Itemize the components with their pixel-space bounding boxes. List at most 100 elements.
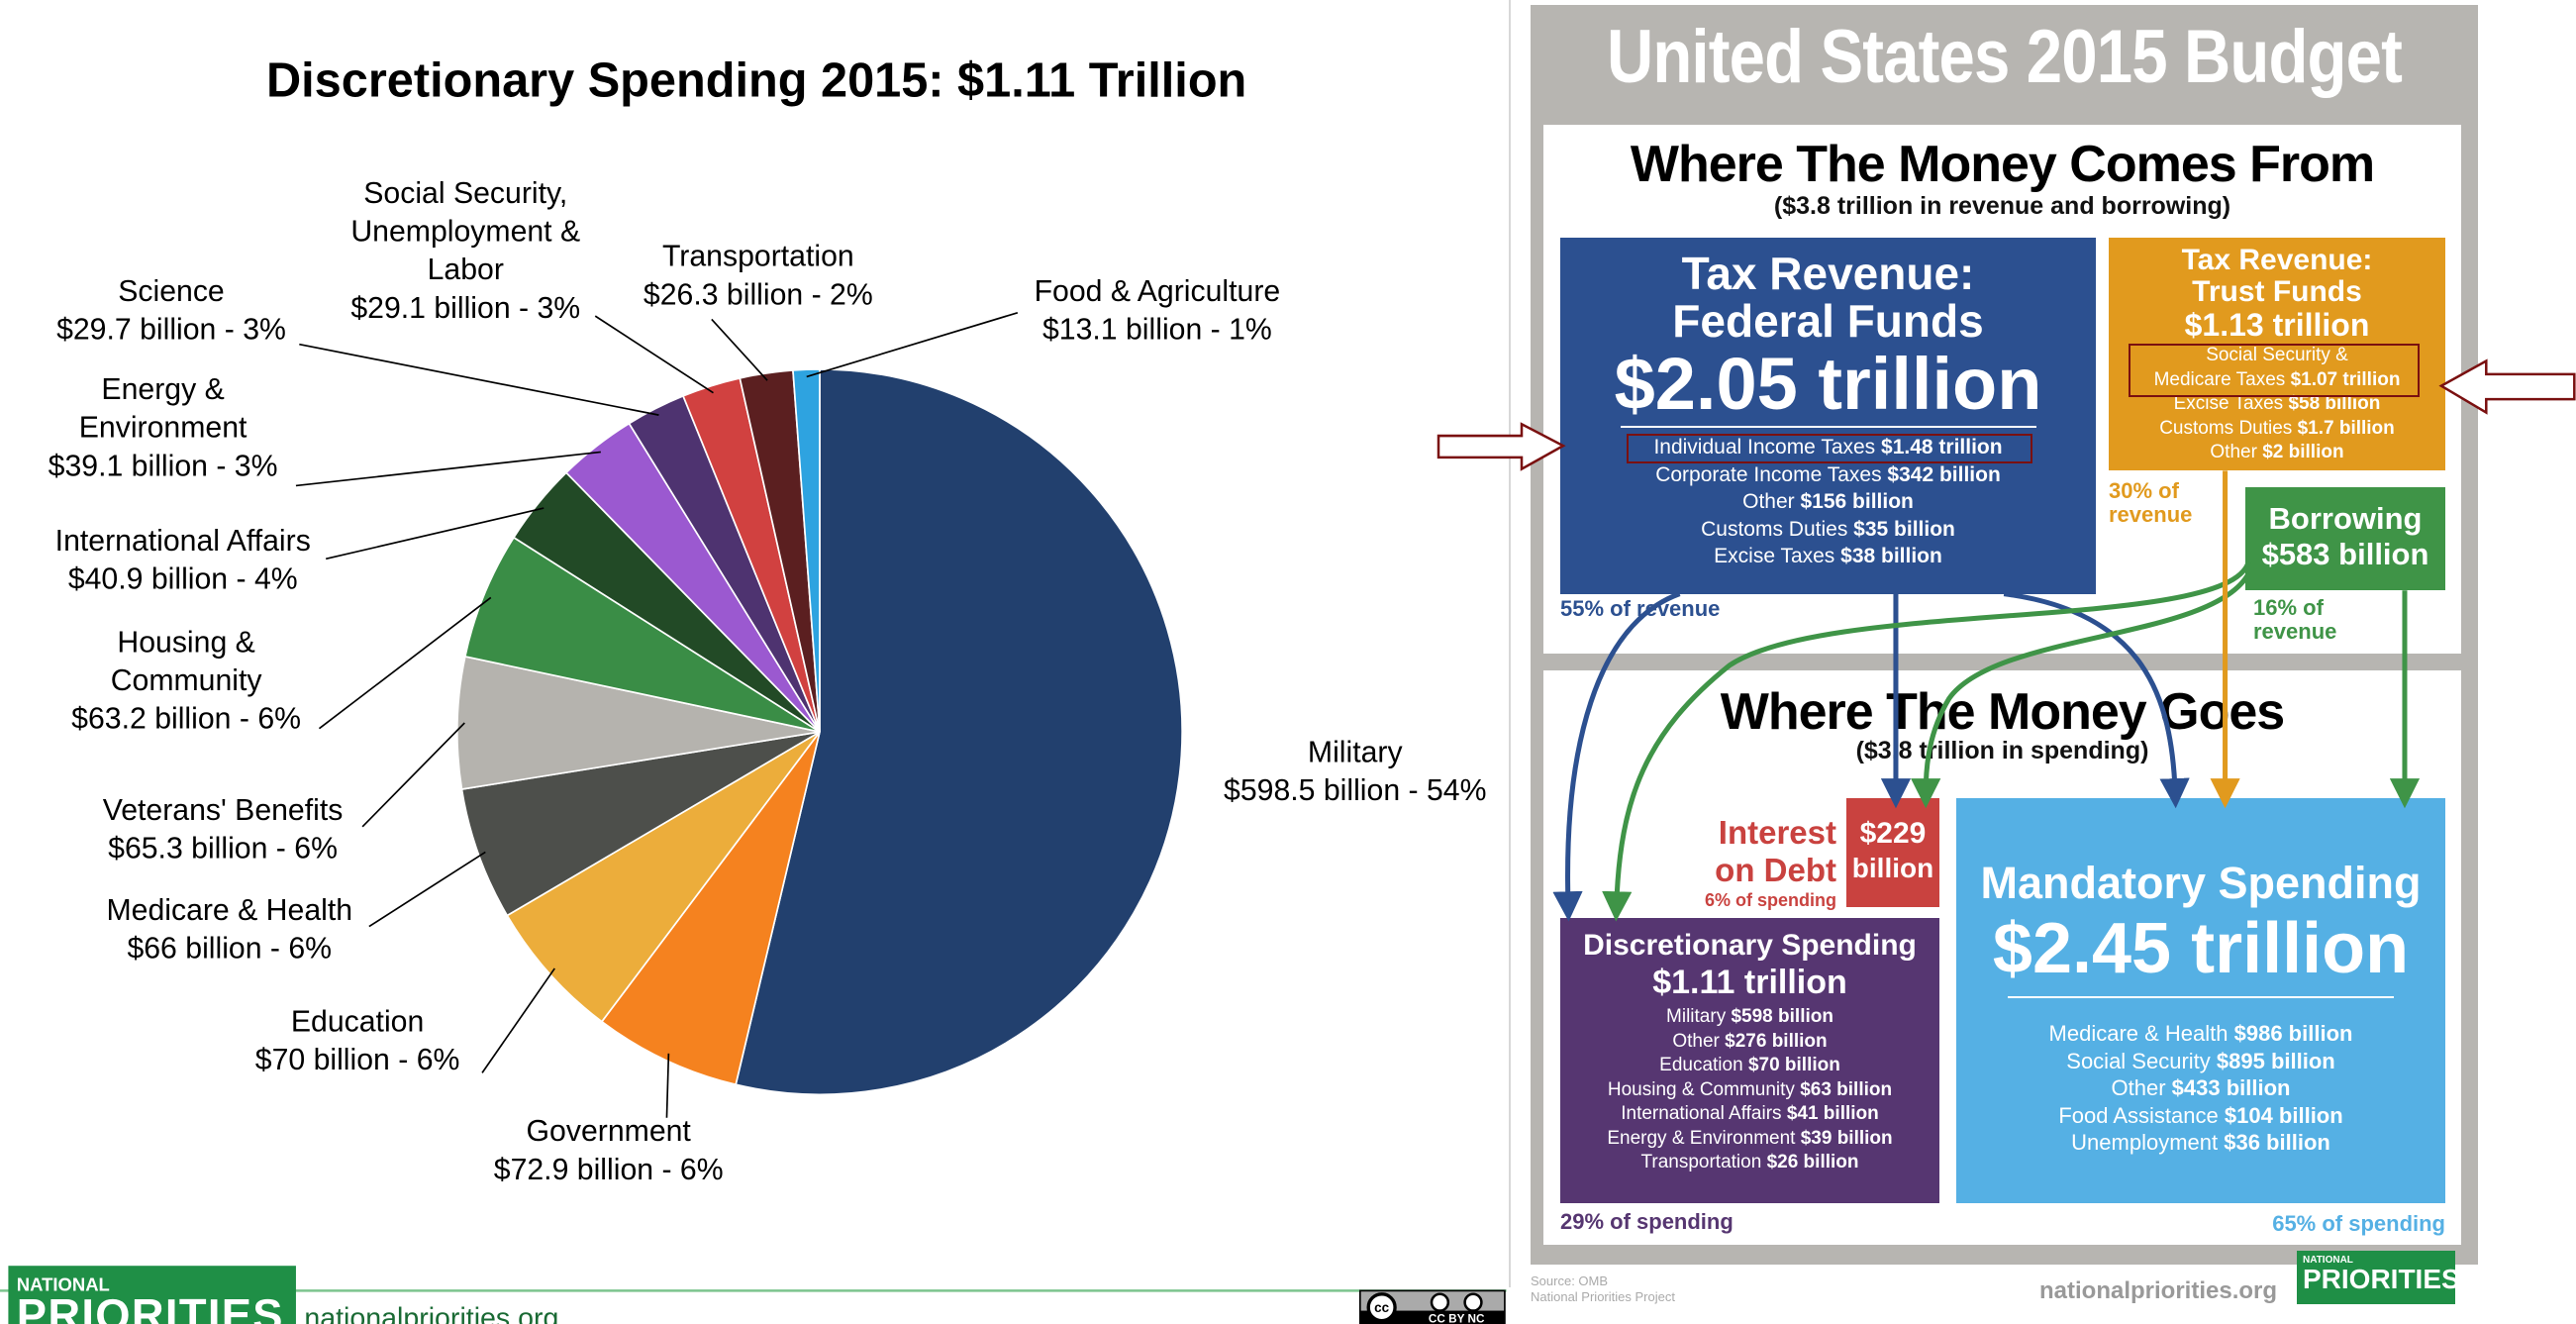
footer-site-link[interactable]: nationalpriorities.org xyxy=(304,1302,558,1324)
line-item: Education $70 billion xyxy=(1560,1054,1939,1078)
pie-chart: Discretionary Spending 2015: $1.11 Trill… xyxy=(0,53,1507,1324)
license-text: CC BY NC xyxy=(1429,1312,1485,1324)
goes-subheading: ($3.8 trillion in spending) xyxy=(1855,737,2149,764)
goes-heading: Where The Money Goes xyxy=(1720,683,2285,741)
trust-title-1: Tax Revenue: xyxy=(2181,244,2373,276)
item-label: Other xyxy=(1672,1030,1726,1052)
discretionary-amount: $1.11 trillion xyxy=(1652,964,1847,1001)
slice-label-line: $26.3 billion - 2% xyxy=(644,278,873,311)
npp-logo: NATIONAL PRIORITIES xyxy=(8,1266,296,1324)
trust-share: 30% of revenue xyxy=(2109,478,2193,527)
discretionary-share: 29% of spending xyxy=(1560,1209,1734,1234)
slice-label: Education $70 billion - 6% xyxy=(255,1005,460,1076)
pie-slice xyxy=(600,731,821,1086)
item-label: Individual Income Taxes xyxy=(1653,436,1882,458)
pie-slice xyxy=(735,368,1183,1095)
line-item: Transportation $26 billion xyxy=(1560,1151,1939,1175)
item-label: Excise Taxes xyxy=(2173,393,2289,414)
slice-label: Veterans' Benefits $65.3 billion - 6% xyxy=(103,794,344,866)
item-amount: $2 billion xyxy=(2262,442,2344,462)
line-item: Social Security & xyxy=(2109,344,2445,368)
slice-label: Military $598.5 billion - 54% xyxy=(1224,736,1486,807)
item-label: Other xyxy=(1742,490,1801,513)
slice-label-line: Military xyxy=(1308,736,1404,768)
highlight-box-individual-income xyxy=(1627,434,2032,463)
slice-label-line: $13.1 billion - 1% xyxy=(1042,314,1272,347)
npp-logo-right: NATIONAL PRIORITIES xyxy=(2297,1251,2460,1304)
line-item: Customs Duties $35 billion xyxy=(1560,516,2096,544)
leader-line xyxy=(711,318,768,381)
item-label: Social Security & xyxy=(2206,345,2348,365)
federal-funds-box: Tax Revenue: Federal Funds $2.05 trillio… xyxy=(1560,238,2096,594)
mandatory-amount: $2.45 trillion xyxy=(1992,909,2410,988)
item-label: Transportation xyxy=(1640,1152,1767,1172)
item-amount: $58 billion xyxy=(2288,393,2381,414)
item-label: Energy & Environment xyxy=(1607,1127,1801,1149)
slice-label-line: Government xyxy=(527,1115,692,1148)
slice-label: International Affairs $40.9 billion - 4% xyxy=(55,525,311,596)
item-amount: $35 billion xyxy=(1853,517,1955,541)
borrowing-share: 16% of revenue xyxy=(2253,595,2337,644)
trust-amount: $1.13 trillion xyxy=(2184,307,2370,343)
item-label: Medicare & Health xyxy=(2048,1021,2234,1046)
chart-title: Discretionary Spending 2015: $1.11 Trill… xyxy=(266,53,1246,107)
slice-label-line: Food & Agriculture xyxy=(1035,275,1281,308)
federal-title-1: Tax Revenue: xyxy=(1681,248,1975,299)
slice-label: Medicare & Health $66 billion - 6% xyxy=(106,894,352,966)
interest-share: 6% of spending xyxy=(1704,890,1836,910)
cc-license-badge[interactable]: cc CC BY NC xyxy=(1358,1289,1506,1324)
infographic-site-link[interactable]: nationalpriorities.org xyxy=(2039,1277,2278,1304)
slice-label-line: $65.3 billion - 6% xyxy=(108,833,338,866)
pie-slice xyxy=(506,731,821,1023)
slice-label-line: $63.2 billion - 6% xyxy=(71,703,301,736)
slice-label-line: Science xyxy=(118,275,225,308)
interest-amount: $229 xyxy=(1859,817,1927,850)
slice-label: Housing & Community $63.2 billion - 6% xyxy=(71,626,301,735)
panel-divider xyxy=(1509,0,1511,1287)
mandatory-box: Mandatory Spending $2.45 trillion Medica… xyxy=(1956,798,2445,1203)
item-amount: $598 billion xyxy=(1731,1006,1833,1027)
slice-label: Science $29.7 billion - 3% xyxy=(56,275,286,347)
item-amount: $39 billion xyxy=(1800,1127,1893,1149)
federal-share: 55% of revenue xyxy=(1560,596,1721,621)
discretionary-title: Discretionary Spending xyxy=(1583,929,1917,962)
slice-label-line: Labor xyxy=(428,254,504,286)
line-item: Medicare & Health $986 billion xyxy=(1956,1020,2445,1048)
leader-line xyxy=(318,596,492,730)
line-item: Unemployment $36 billion xyxy=(1956,1129,2445,1157)
item-amount: $986 billion xyxy=(2233,1021,2353,1046)
item-amount: $104 billion xyxy=(2224,1102,2343,1128)
line-item: Excise Taxes $38 billion xyxy=(1560,543,2096,570)
discretionary-box: Discretionary Spending $1.11 trillion Mi… xyxy=(1560,918,1939,1203)
item-amount: $276 billion xyxy=(1725,1030,1828,1052)
trust-funds-box: Tax Revenue: Trust Funds $1.13 trillion … xyxy=(2109,238,2445,470)
divider-line xyxy=(1620,426,2036,428)
slice-label-line: Social Security, xyxy=(363,177,567,210)
item-label: Corporate Income Taxes xyxy=(1655,462,1888,486)
borrowing-box: Borrowing $583 billion xyxy=(2245,487,2445,590)
trust-title-2: Trust Funds xyxy=(2192,275,2362,308)
leader-line xyxy=(481,968,555,1073)
line-item: International Affairs $41 billion xyxy=(1560,1102,1939,1127)
item-amount: $342 billion xyxy=(1887,462,2001,486)
interest-unit: billion xyxy=(1851,853,1934,883)
line-item: Other $2 billion xyxy=(2109,441,2445,465)
item-amount: $63 billion xyxy=(1800,1078,1893,1100)
item-label: Food Assistance xyxy=(2058,1102,2225,1128)
org-text: National Priorities Project xyxy=(1531,1289,1675,1304)
line-item: Housing & Community $63 billion xyxy=(1560,1078,1939,1103)
leader-line xyxy=(368,851,486,928)
svg-text:PRIORITIES: PRIORITIES xyxy=(17,1290,283,1324)
item-label: Customs Duties xyxy=(1701,517,1854,541)
item-label: International Affairs xyxy=(1621,1103,1787,1124)
slice-label-line: Energy & xyxy=(101,373,224,406)
mandatory-share: 65% of spending xyxy=(2272,1211,2445,1236)
line-item: Military $598 billion xyxy=(1560,1005,1939,1030)
slice-label-line: Transportation xyxy=(662,241,854,273)
borrowing-title: Borrowing xyxy=(2268,501,2423,536)
line-item: Energy & Environment $39 billion xyxy=(1560,1127,1939,1152)
item-label: Education xyxy=(1659,1055,1748,1075)
slice-label-line: Community xyxy=(111,664,263,697)
leader-line xyxy=(594,315,714,394)
item-amount: $1.48 trillion xyxy=(1881,436,2003,458)
